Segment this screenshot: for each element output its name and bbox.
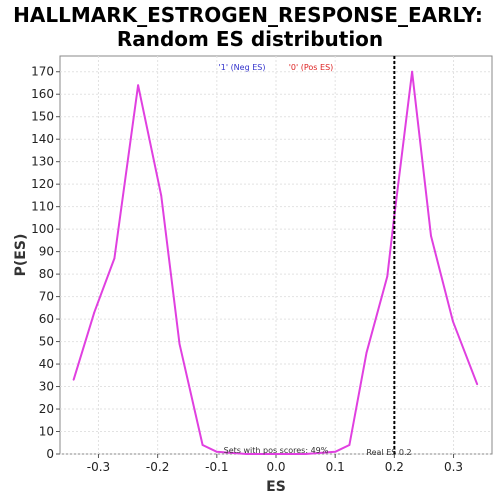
plot-area [59,55,493,455]
data-point [275,453,277,455]
x-tick-label: 0.0 [266,460,285,474]
y-tick-label: 50 [39,335,54,349]
series-layer [72,70,479,455]
y-tick-label: 40 [39,357,54,371]
pos-scores-annotation: Sets with pos scores: 49% [224,446,329,455]
data-point [160,194,163,197]
x-tick-label: 0.1 [326,460,345,474]
data-point [304,453,307,455]
data-point [72,378,75,381]
data-point [137,84,140,87]
y-tick-label: 130 [31,155,54,169]
x-tick-label: 0.2 [385,460,404,474]
data-point [113,257,116,260]
y-axis-title: P(ES) [13,234,29,277]
data-point [215,450,218,453]
y-tick-label: 140 [31,132,54,146]
y-tick-label: 160 [31,87,54,101]
data-point [348,444,351,446]
legend-entry-pos-es: '0' (Pos ES) [289,63,334,72]
real-es-label: Real ES 0.2 [366,448,411,457]
y-tick-label: 10 [39,425,54,439]
legend-entry-neg-es: '1' (Neg ES) [219,63,266,72]
data-point [245,453,248,455]
y-tick-label: 20 [39,402,54,416]
y-tick-label: 0 [46,447,54,461]
data-point [411,70,413,73]
y-tick-label: 100 [31,222,54,236]
x-tick-label: -0.2 [146,460,169,474]
chart-title-line-1: HALLMARK_ESTROGEN_RESPONSE_EARLY: [13,3,483,27]
data-point [430,235,432,237]
y-tick-label: 150 [31,110,54,124]
data-point [386,275,389,278]
data-point [452,320,454,323]
y-tick-label: 90 [39,245,54,259]
grid [60,56,492,455]
chart-title-line-2: Random ES distribution [117,27,383,51]
axes: 0 10 20 30 40 50 60 70 80 90 100 110 120 130 140 150 160… [31,65,463,474]
data-point [365,351,368,354]
x-tick-label: -0.3 [87,460,110,474]
y-tick-label: 120 [31,177,54,191]
x-axis-title: ES [266,479,286,495]
data-point [178,342,181,345]
data-point [93,311,96,314]
data-point [392,219,395,222]
data-point [476,383,479,386]
es-distribution-line [72,70,479,455]
y-tick-label: 30 [39,380,54,394]
y-tick-label: 70 [39,290,54,304]
y-tick-label: 60 [39,312,54,326]
y-tick-label: 170 [31,65,54,79]
x-tick-label: 0.3 [444,460,463,474]
y-tick-label: 110 [31,200,54,214]
x-tick-label: -0.1 [205,460,228,474]
data-point [334,450,337,453]
y-tick-label: 80 [39,267,54,281]
data-point [201,444,204,446]
